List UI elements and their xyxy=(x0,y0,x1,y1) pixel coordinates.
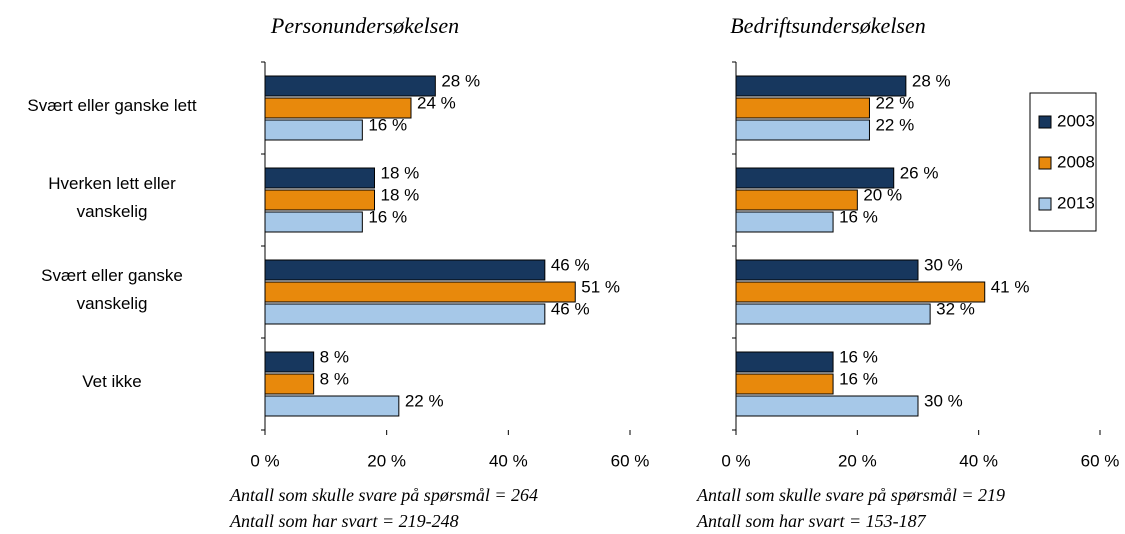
x-tick-label: 40 % xyxy=(959,451,998,470)
value-label: 16 % xyxy=(368,115,407,134)
bar xyxy=(264,303,546,325)
bar xyxy=(264,395,400,417)
value-label: 24 % xyxy=(417,93,456,112)
footnote: Antall som har svart = 219-248 xyxy=(229,511,459,531)
footnote: Antall som skulle svare på spørsmål = 21… xyxy=(696,485,1005,505)
bar xyxy=(264,189,375,211)
legend-swatch xyxy=(1038,197,1052,211)
footnote: Antall som har svart = 153-187 xyxy=(696,511,927,531)
category-label: Svært eller ganske vanskelig xyxy=(41,266,183,313)
value-label: 16 % xyxy=(839,369,878,388)
bar xyxy=(735,395,919,417)
bar xyxy=(264,373,315,395)
value-label: 41 % xyxy=(991,277,1030,296)
value-label: 30 % xyxy=(924,391,963,410)
bar xyxy=(264,351,315,373)
bar xyxy=(264,75,436,97)
bar xyxy=(264,167,375,189)
bar xyxy=(735,373,834,395)
value-label: 51 % xyxy=(581,277,620,296)
bar xyxy=(735,97,870,119)
bar xyxy=(735,75,907,97)
value-label: 18 % xyxy=(381,185,420,204)
chart-title: Bedriftsundersøkelsen xyxy=(730,13,926,38)
value-label: 28 % xyxy=(912,71,951,90)
value-label: 22 % xyxy=(875,115,914,134)
legend-swatch xyxy=(1038,156,1052,170)
value-label: 22 % xyxy=(875,93,914,112)
bar xyxy=(735,259,919,281)
value-label: 46 % xyxy=(551,299,590,318)
value-label: 18 % xyxy=(381,163,420,182)
bar xyxy=(264,281,576,303)
bar xyxy=(735,119,870,141)
value-label: 8 % xyxy=(320,347,349,366)
bar xyxy=(735,211,834,233)
bar xyxy=(735,189,858,211)
bar xyxy=(735,351,834,373)
x-tick-label: 0 % xyxy=(250,451,279,470)
value-label: 28 % xyxy=(441,71,480,90)
x-tick-label: 60 % xyxy=(1081,451,1120,470)
bar xyxy=(264,259,546,281)
value-label: 16 % xyxy=(368,207,407,226)
value-label: 30 % xyxy=(924,255,963,274)
value-label: 46 % xyxy=(551,255,590,274)
legend-label: 2003 xyxy=(1057,111,1095,130)
category-label: Vet ikke xyxy=(82,372,142,391)
value-label: 8 % xyxy=(320,369,349,388)
x-tick-label: 60 % xyxy=(611,451,650,470)
category-label: Hverken lett eller vanskelig xyxy=(48,174,176,221)
x-tick-label: 40 % xyxy=(489,451,528,470)
legend-label: 2013 xyxy=(1057,193,1095,212)
value-label: 16 % xyxy=(839,347,878,366)
legend-label: 2008 xyxy=(1057,152,1095,171)
bar xyxy=(264,97,412,119)
legend-swatch xyxy=(1038,115,1052,129)
footnote: Antall som skulle svare på spørsmål = 26… xyxy=(229,485,538,505)
bar xyxy=(735,303,931,325)
value-label: 20 % xyxy=(863,185,902,204)
value-label: 22 % xyxy=(405,391,444,410)
value-label: 32 % xyxy=(936,299,975,318)
bar xyxy=(735,167,895,189)
value-label: 26 % xyxy=(900,163,939,182)
x-tick-label: 0 % xyxy=(721,451,750,470)
category-label: Svært eller ganske lett xyxy=(27,96,197,115)
bar xyxy=(264,211,363,233)
bar xyxy=(264,119,363,141)
x-tick-label: 20 % xyxy=(838,451,877,470)
chart-title: Personundersøkelsen xyxy=(270,13,459,38)
value-label: 16 % xyxy=(839,207,878,226)
bar xyxy=(735,281,986,303)
x-tick-label: 20 % xyxy=(367,451,406,470)
